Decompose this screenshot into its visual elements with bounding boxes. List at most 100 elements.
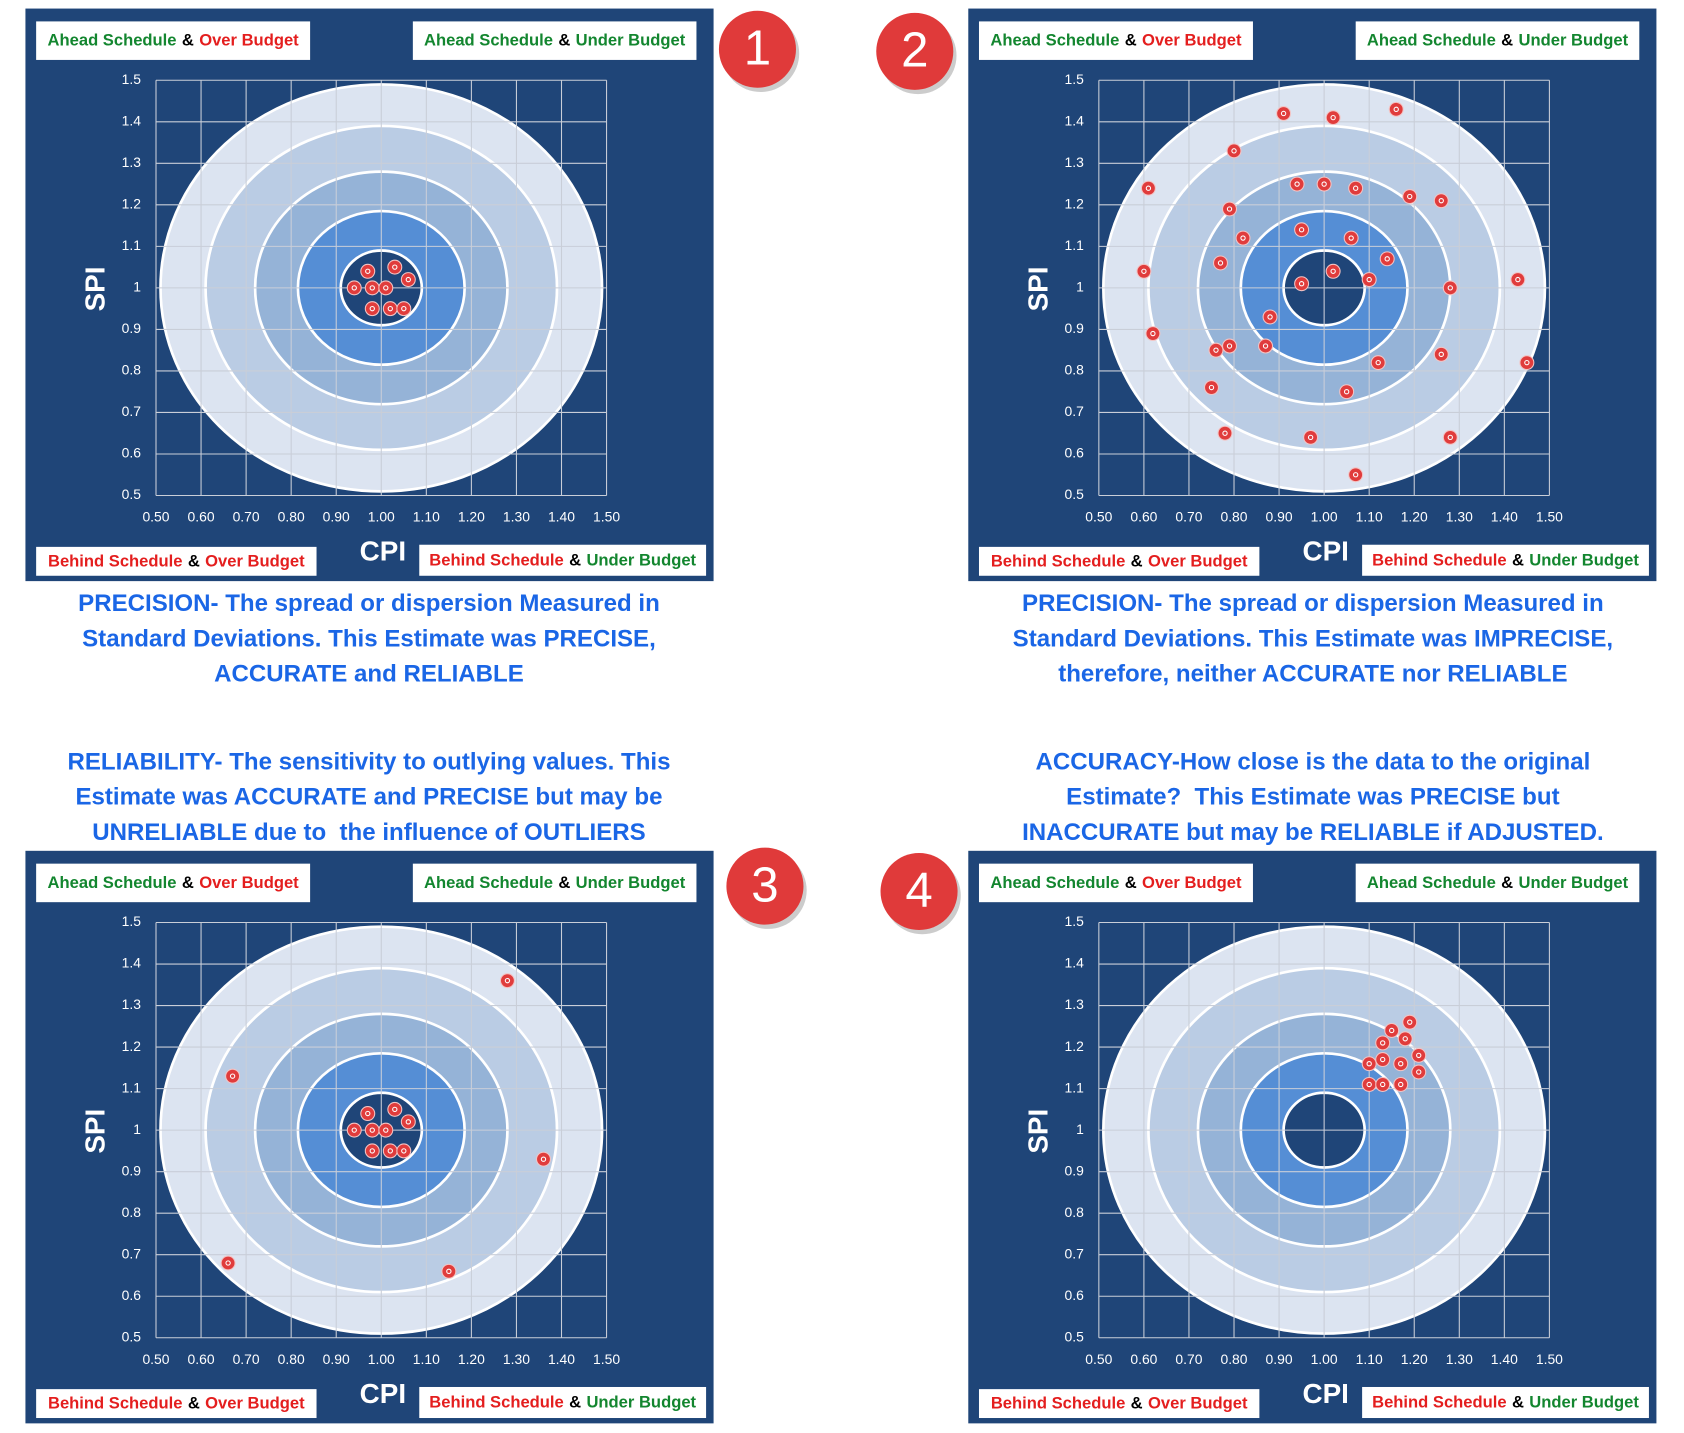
quadrant-label: Ahead Schedule & Under Budget (424, 31, 686, 50)
quadrant-label-part: & (1512, 551, 1524, 570)
x-tick-label: 1.40 (548, 509, 575, 525)
badge-number: 1 (744, 20, 771, 75)
data-point (346, 1122, 362, 1138)
x-tick-label: 0.50 (1085, 1351, 1112, 1367)
data-point (1519, 355, 1535, 371)
x-tick-label: 0.80 (1220, 1351, 1247, 1367)
quadrant-label-part: & (188, 552, 200, 571)
data-point (1510, 272, 1526, 288)
x-tick-label: 0.60 (1130, 509, 1157, 525)
data-point (1316, 176, 1332, 192)
point-center (1393, 106, 1399, 113)
data-point (1393, 1056, 1409, 1072)
x-tick-label: 1.00 (368, 1351, 395, 1367)
x-tick-label: 1.30 (1446, 509, 1473, 525)
data-point (1339, 384, 1355, 400)
x-tick-label: 1.50 (593, 509, 620, 525)
quadrant-label-part: & (182, 31, 194, 50)
data-point (441, 1263, 457, 1279)
point-center (351, 1127, 357, 1133)
quadrant-label-part: Over Budget (1142, 873, 1242, 892)
x-axis-label: CPI (1303, 1378, 1349, 1409)
y-tick-label: 1 (133, 279, 141, 295)
x-tick-label: 0.70 (233, 1351, 260, 1367)
point-center (1380, 1040, 1386, 1046)
data-point (1289, 176, 1305, 192)
y-tick-label: 1.3 (122, 996, 142, 1012)
point-center (1226, 343, 1233, 349)
caption-line: ACCURACY-How close is the data to the or… (1035, 748, 1590, 775)
quadrant-label-part: Behind Schedule (1372, 1393, 1507, 1412)
quadrant-label-part: Ahead Schedule (990, 873, 1119, 892)
point-center (446, 1268, 452, 1274)
point-center (369, 305, 375, 312)
quadrant-label: Behind Schedule & Over Budget (48, 552, 305, 571)
data-point (1442, 280, 1458, 296)
data-point (1208, 342, 1224, 358)
data-point (1388, 101, 1404, 117)
point-center (405, 1119, 411, 1125)
quadrant-label-part: Over Budget (205, 1394, 305, 1413)
point-center (401, 305, 407, 312)
x-tick-label: 1.50 (1536, 1351, 1563, 1367)
data-point (1411, 1064, 1427, 1080)
data-point (1217, 425, 1233, 441)
y-tick-label: 1.4 (1065, 112, 1085, 128)
quadrant-box (978, 546, 1260, 576)
data-point (220, 1255, 236, 1271)
point-center (1366, 276, 1372, 283)
point-center (1208, 384, 1215, 391)
data-point (1235, 230, 1251, 246)
y-tick-label: 1.3 (1065, 154, 1085, 170)
data-point (1433, 346, 1449, 362)
data-point (1397, 1031, 1413, 1047)
quadrant-label-part: & (1501, 873, 1513, 892)
y-tick-label: 0.7 (1065, 403, 1085, 419)
point-center (405, 276, 411, 283)
data-point (360, 1106, 376, 1122)
caption-line: ACCURATE and RELIABLE (214, 661, 524, 688)
data-point (378, 1122, 394, 1138)
quadrant-box (1362, 544, 1649, 576)
data-point (360, 263, 376, 279)
quadrant-label-part: & (1125, 31, 1137, 50)
quadrant-label: Ahead Schedule & Over Budget (990, 873, 1242, 892)
x-tick-label: 0.90 (1266, 1351, 1293, 1367)
point-center (1330, 114, 1336, 121)
quadrant-box (419, 1386, 707, 1419)
y-tick-label: 0.5 (1065, 486, 1085, 502)
data-point (1222, 338, 1238, 354)
x-axis-label: CPI (360, 536, 406, 567)
point-center (540, 1156, 547, 1162)
point-center (351, 285, 357, 291)
y-tick-label: 0.8 (122, 1204, 142, 1220)
data-point (1411, 1047, 1427, 1063)
y-tick-label: 1.4 (122, 112, 142, 128)
badge (876, 12, 954, 90)
point-center (392, 264, 398, 270)
data-point (535, 1151, 551, 1167)
data-point (400, 1114, 416, 1130)
quadrant-box (978, 1389, 1260, 1419)
y-tick-label: 1.3 (1065, 996, 1085, 1012)
point-center (1298, 227, 1305, 233)
quadrant-label-part: Over Budget (199, 873, 299, 892)
data-point (346, 280, 362, 296)
y-tick-label: 1.3 (122, 154, 142, 170)
point-center (1380, 1081, 1386, 1088)
caption-line: Standard Deviations. This Estimate was I… (1013, 625, 1613, 652)
data-point (1442, 429, 1458, 445)
x-tick-label: 0.60 (188, 1351, 215, 1367)
x-axis-label: CPI (1303, 536, 1349, 567)
x-tick-label: 1.40 (548, 1351, 575, 1367)
quadrant-label-part: Behind Schedule (429, 551, 564, 570)
quadrant-box (978, 21, 1253, 60)
point-center (1145, 185, 1152, 191)
y-tick-label: 0.6 (122, 1287, 142, 1303)
y-tick-label: 0.9 (1065, 320, 1085, 336)
quadrant-label-part: & (1125, 873, 1137, 892)
quadrant-label-part: Behind Schedule (991, 552, 1126, 571)
point-center (1366, 1061, 1372, 1067)
y-tick-label: 1.2 (1065, 196, 1085, 212)
